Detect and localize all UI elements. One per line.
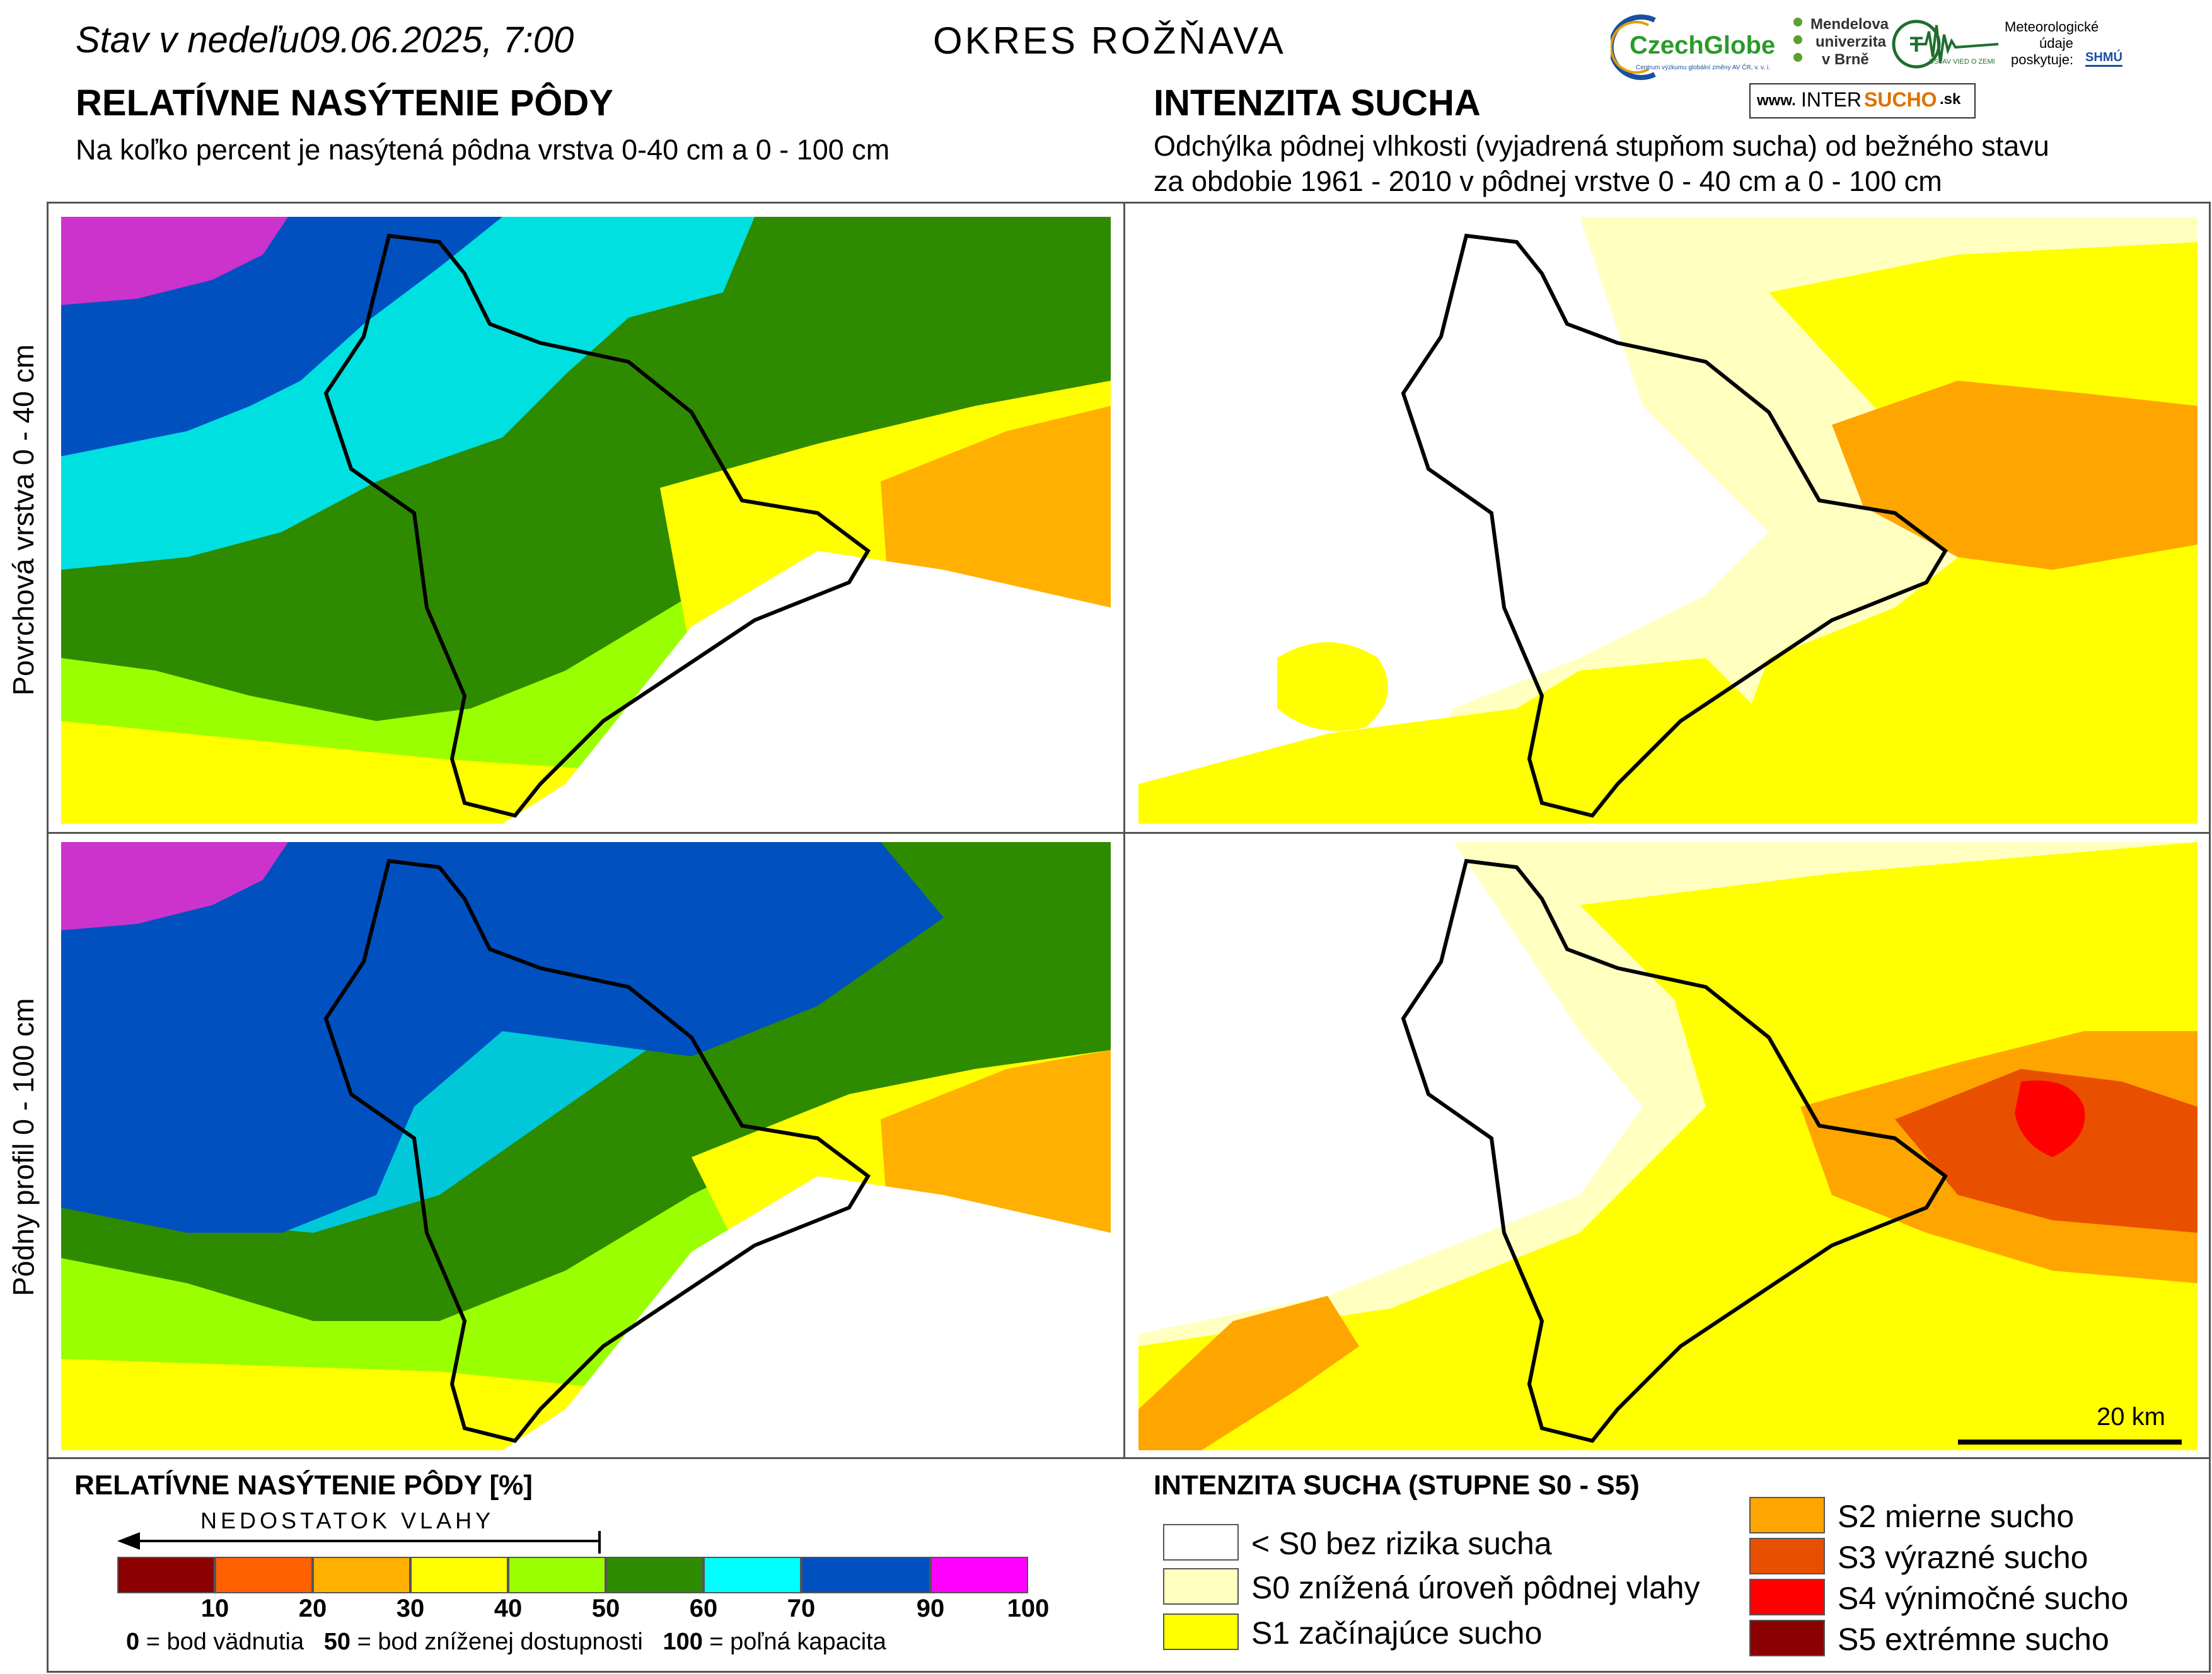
note-50-value: 50: [323, 1629, 351, 1655]
drought-label-s4: S4 výnimočné sucho: [1838, 1581, 2129, 1616]
saturation-swatch-70-90: [801, 1557, 930, 1593]
intersucho-domain: .sk: [1940, 91, 1961, 108]
saturation-legend-note: 0 = bod vädnutia 50 = bod zníženej dostu…: [126, 1629, 886, 1656]
mendel-line-2: univerzita: [1815, 33, 1887, 50]
czechglobe-name: CzechGlobe: [1630, 32, 1776, 59]
maps-frame: [47, 202, 2211, 1673]
saturation-legend-title: RELATÍVNE NASÝTENIE PÔDY [%]: [74, 1470, 533, 1501]
tick-50: 50: [591, 1595, 620, 1622]
shmu-line-2: údaje: [2039, 35, 2073, 51]
drought-label-s5: S5 extrémne sucho: [1838, 1622, 2109, 1657]
vertical-divider: [1123, 202, 1125, 1459]
drought-swatch-below-s0: [1163, 1524, 1239, 1561]
drought-swatch-s1: [1163, 1613, 1239, 1650]
left-subtitle: Na koľko percent je nasýtená pôdna vrstv…: [76, 134, 890, 166]
mendel-line-3: v Brně: [1822, 51, 1869, 68]
note-100-text: = poľná kapacita: [702, 1629, 886, 1655]
shortage-arrow-label: NEDOSTATOK VLAHY: [200, 1508, 495, 1533]
mendel-dots-icon: [1793, 18, 1802, 62]
saturation-swatch-30-40: [410, 1557, 508, 1593]
drought-swatch-s4: [1749, 1579, 1825, 1615]
saturation-swatch-90-100: [930, 1557, 1028, 1593]
shortage-arrow-icon: [117, 1531, 601, 1554]
drought-label-s2: S2 mierne sucho: [1838, 1499, 2075, 1534]
saturation-swatch-60-70: [704, 1557, 801, 1593]
saturation-swatch-10-20: [215, 1557, 313, 1593]
shmu-line-1: Meteorologické: [2005, 19, 2099, 35]
intersucho-badge[interactable]: www. INTER SUCHO .sk: [1749, 83, 1976, 118]
tick-60: 60: [689, 1595, 718, 1622]
note-100-value: 100: [663, 1629, 703, 1655]
intersucho-www: www.: [1757, 92, 1796, 109]
intersucho-sucho: SUCHO: [1864, 88, 1937, 111]
shmu-line-3: poskytuje:: [2011, 52, 2074, 67]
horizontal-divider-legend: [47, 1457, 2211, 1459]
row-label-top: Povrchová vrstva 0 - 40 cm: [7, 344, 40, 696]
left-title: RELATÍVNE NASÝTENIE PÔDY: [76, 83, 613, 124]
uvz-name: ÚSTAV VIED O ZEMI: [1929, 58, 1995, 66]
row-label-bottom: Pôdny profil 0 - 100 cm: [7, 998, 40, 1296]
tick-100: 100: [1007, 1595, 1050, 1622]
czechglobe-logo: CzechGlobe Centrum výzkumu globální změn…: [1611, 13, 1775, 82]
uvz-logo: T ÚSTAV VIED O ZEMI: [1891, 19, 1999, 76]
saturation-map-topsoil: [61, 217, 1111, 824]
right-title: INTENZITA SUCHA: [1154, 83, 1481, 124]
drought-label-s1: S1 začínajúce sucho: [1251, 1615, 1543, 1651]
drought-map-profile: 20 km: [1138, 842, 2198, 1450]
tick-70: 70: [787, 1595, 816, 1622]
right-subtitle-line-2: za obdobie 1961 - 2010 v pôdnej vrstve 0…: [1154, 165, 1942, 197]
drought-swatch-s2: [1749, 1497, 1825, 1533]
drought-label-s3: S3 výrazné sucho: [1838, 1540, 2088, 1575]
intersucho-inter: INTER: [1801, 88, 1862, 111]
saturation-swatch-0-10: [117, 1557, 215, 1593]
drought-swatch-s3: [1749, 1538, 1825, 1574]
scale-bar: [1958, 1440, 2182, 1445]
note-0-value: 0: [126, 1629, 140, 1655]
tick-10: 10: [200, 1595, 229, 1622]
mendel-university-logo: Mendelova univerzita v Brně: [1790, 16, 1891, 85]
shmu-credit: Meteorologické údaje poskytuje: SHMÚ: [2005, 19, 2124, 82]
horizontal-divider-middle: [47, 832, 2211, 834]
saturation-swatch-40-50: [508, 1557, 606, 1593]
drought-label-s0: S0 znížená úroveň pôdnej vlahy: [1251, 1570, 1700, 1605]
drought-legend-title: INTENZITA SUCHA (STUPNE S0 - S5): [1154, 1470, 1640, 1501]
seismograph-icon: T: [1892, 20, 1999, 69]
svg-text:T: T: [1910, 33, 1923, 57]
note-50-text: = bod zníženej dostupnosti: [350, 1629, 643, 1655]
saturation-swatch-20-30: [313, 1557, 410, 1593]
mendel-line-1: Mendelova: [1810, 16, 1889, 33]
district-title: OKRES ROŽŇAVA: [933, 20, 1286, 62]
tick-40: 40: [494, 1595, 523, 1622]
saturation-map-profile: [61, 842, 1111, 1450]
tick-20: 20: [298, 1595, 327, 1622]
note-0-text: = bod vädnutia: [139, 1629, 304, 1655]
czechglobe-emblem-icon: [1611, 14, 1656, 80]
drought-label-below-s0: < S0 bez rizika sucha: [1251, 1526, 1552, 1561]
saturation-swatch-50-60: [606, 1557, 704, 1593]
shmu-logo-text: SHMÚ: [2085, 50, 2122, 67]
date-line: Stav v nedeľu09.06.2025, 7:00: [76, 20, 574, 61]
drought-swatch-s5: [1749, 1620, 1825, 1656]
tick-30: 30: [396, 1595, 425, 1622]
right-subtitle-line-1: Odchýlka pôdnej vlhkosti (vyjadrená stup…: [1154, 130, 2049, 162]
tick-90: 90: [916, 1595, 945, 1622]
scale-bar-label: 20 km: [2097, 1403, 2165, 1431]
czechglobe-tagline: Centrum výzkumu globální změny AV ČR, v.…: [1636, 64, 1770, 71]
drought-swatch-s0: [1163, 1568, 1239, 1605]
drought-map-topsoil: [1138, 217, 2198, 824]
